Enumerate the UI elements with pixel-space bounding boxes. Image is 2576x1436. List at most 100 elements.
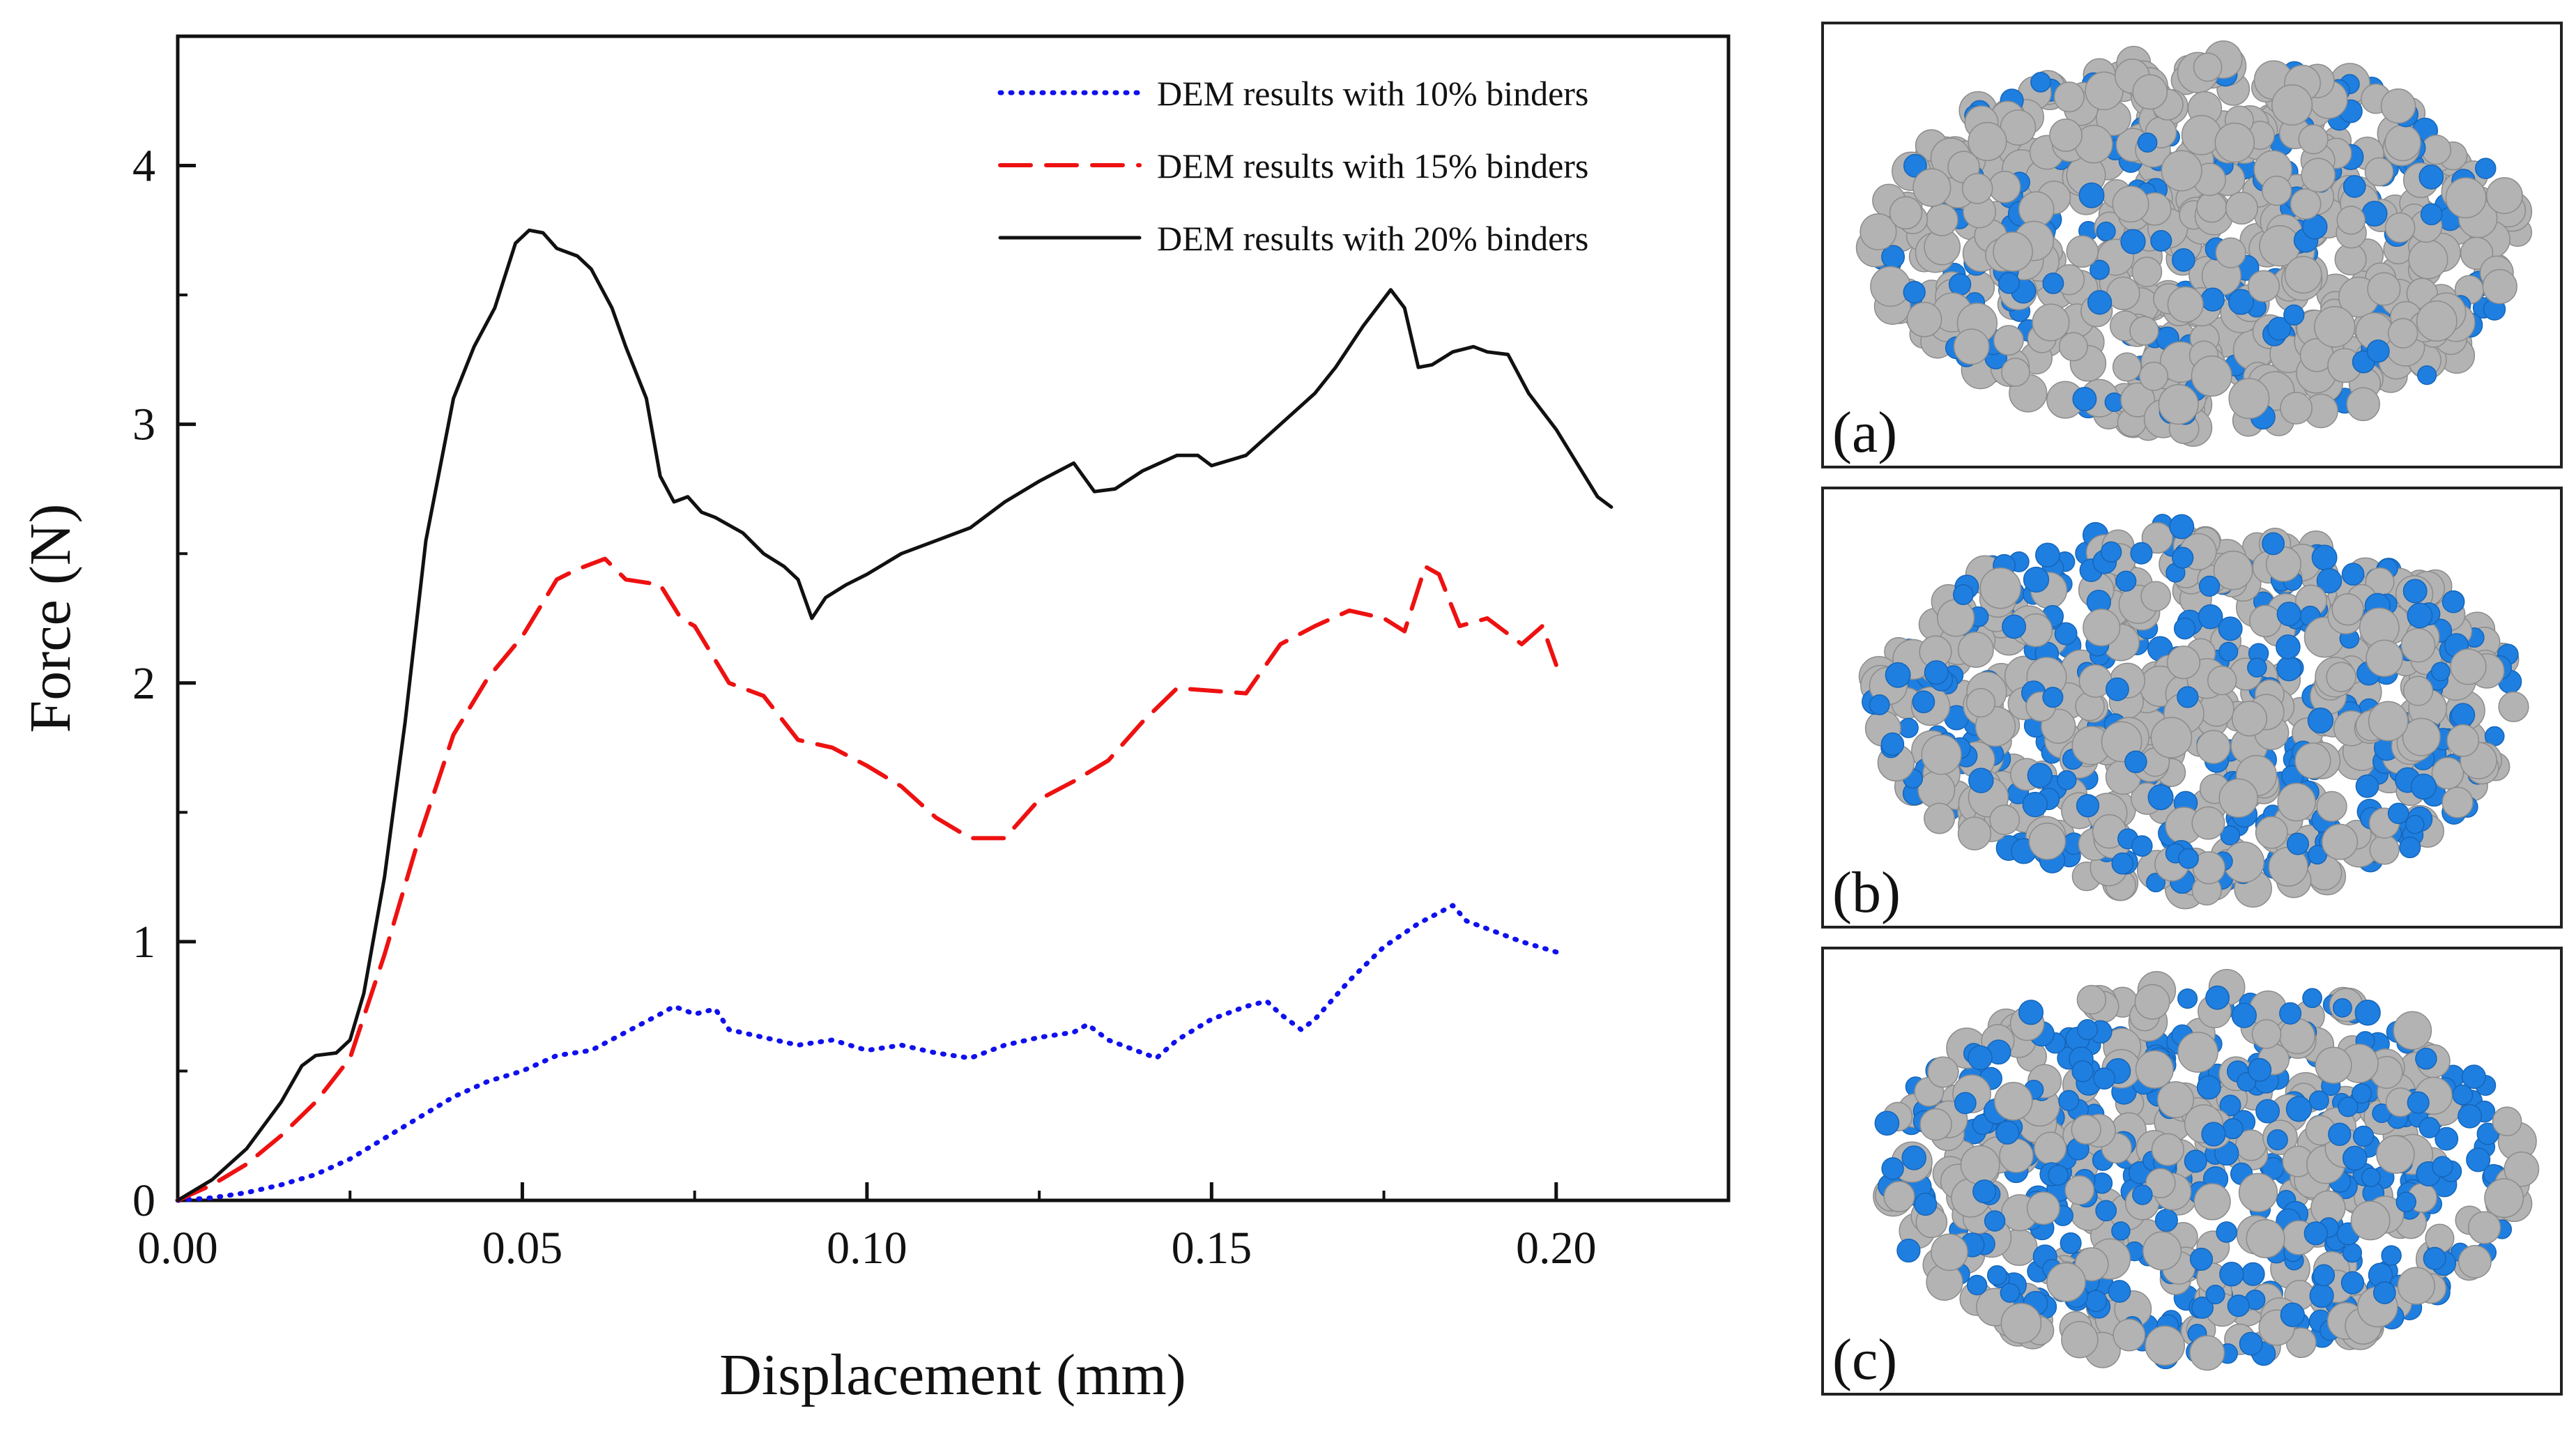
solid-particle — [1937, 599, 1975, 637]
solid-particle — [2064, 1175, 2095, 1205]
x-axis-label: Displacement (mm) — [719, 1343, 1186, 1407]
binder-particle — [2241, 1262, 2265, 1286]
binder-particle — [1903, 153, 1927, 178]
solid-particle — [2384, 124, 2421, 162]
axis-tick-labels: 0.00 0.05 0.10 0.15 0.20 0 1 2 3 4 — [132, 141, 1597, 1274]
panel-label: (c) — [1832, 1327, 1897, 1392]
binder-particle — [2189, 1247, 2214, 1271]
solid-particle — [2367, 272, 2401, 306]
binder-particle — [2220, 825, 2241, 846]
series-line — [176, 556, 1558, 1202]
solid-particle — [2504, 1151, 2540, 1187]
binder-particle — [2415, 1047, 2437, 1070]
solid-particle — [2112, 185, 2149, 223]
binder-particle — [2076, 794, 2100, 818]
binder-particle — [2352, 1125, 2375, 1147]
solid-particle — [2140, 581, 2172, 612]
solid-particle — [2046, 1262, 2086, 1302]
binder-particle — [1954, 1092, 1977, 1115]
binder-particle — [2030, 72, 2051, 93]
binder-particle — [2451, 703, 2476, 728]
solid-particle — [2336, 206, 2366, 235]
binder-particle — [2361, 200, 2388, 227]
solid-particle — [2071, 1114, 2101, 1145]
solid-particle — [2215, 237, 2246, 268]
binder-particle — [1952, 584, 1974, 605]
binder-particle — [2105, 677, 2129, 701]
binder-particle — [2407, 602, 2433, 629]
binder-particle — [2418, 165, 2444, 190]
panel-c: (c) — [1821, 947, 2563, 1396]
solid-particle — [2218, 778, 2258, 818]
solid-particle — [2193, 52, 2223, 82]
binder-particle — [2311, 544, 2338, 571]
binder-particle — [2351, 1083, 2372, 1104]
binder-particle — [2261, 1157, 2285, 1180]
binder-particle — [2078, 182, 2105, 208]
binder-particle — [1874, 1110, 1900, 1136]
binder-particle — [2201, 1122, 2226, 1147]
solid-particle — [2106, 276, 2140, 311]
solid-particle — [2026, 1191, 2060, 1225]
binder-particle — [2071, 1060, 2094, 1083]
binder-particle — [2280, 1302, 2305, 1327]
series-line — [175, 903, 1559, 1203]
binder-particle — [2303, 1221, 2328, 1246]
solid-particle — [2369, 834, 2400, 865]
solid-particle — [2228, 378, 2270, 420]
binder-particle — [2177, 686, 2199, 708]
solid-particle — [1927, 1056, 1959, 1088]
binder-particle — [1881, 245, 1906, 269]
solid-particle — [2076, 984, 2107, 1015]
solid-particle — [2384, 212, 2416, 243]
binder-particle — [2184, 1149, 2207, 1173]
binder-particle — [2060, 1232, 2082, 1254]
binder-particle — [1966, 1274, 1988, 1296]
solid-particle — [1931, 1233, 1968, 1271]
solid-particle — [2421, 135, 2452, 165]
solid-particle — [2387, 318, 2418, 349]
binder-particle — [2308, 1090, 2329, 1111]
solid-particle — [2132, 74, 2168, 110]
binder-particle — [2042, 272, 2064, 294]
solid-particle — [2214, 122, 2255, 163]
particle-cluster — [1873, 968, 2540, 1371]
solid-particle — [1889, 196, 1923, 230]
binder-particle — [2198, 604, 2223, 629]
binder-particle — [2255, 1099, 2280, 1124]
binder-particle — [2219, 1094, 2241, 1117]
solid-particle — [2000, 1302, 2042, 1344]
solid-particle — [2145, 1168, 2176, 1198]
binder-particle — [2205, 1285, 2225, 1305]
solid-particle — [2246, 1219, 2285, 1258]
binder-particle — [2466, 1147, 2491, 1173]
binder-particle — [2154, 1208, 2178, 1232]
binder-particle — [2262, 532, 2285, 556]
solid-particle — [2112, 352, 2142, 382]
solid-particle — [2139, 361, 2169, 391]
binder-particle — [2096, 221, 2116, 241]
y-tick-label: 1 — [132, 917, 155, 968]
solid-particle — [1965, 687, 1996, 718]
binder-particle — [2307, 707, 2334, 734]
legend-label: DEM results with 10% binders — [1157, 74, 1588, 113]
binder-particle — [2407, 1091, 2430, 1114]
binder-particle — [2023, 566, 2050, 593]
series-line — [176, 228, 1613, 1202]
binder-particle — [2328, 1122, 2352, 1146]
y-tick-label: 2 — [132, 658, 155, 709]
binder-particle — [2150, 229, 2172, 252]
solid-particle — [2191, 356, 2232, 397]
binder-particle — [2228, 289, 2254, 315]
binder-particle — [2108, 1280, 2131, 1303]
solid-particle — [2213, 550, 2253, 590]
y-tick-label: 3 — [132, 399, 155, 450]
binder-particle — [2120, 229, 2146, 254]
solid-particle — [2402, 675, 2434, 706]
solid-particle — [2255, 816, 2288, 849]
solid-particle — [2376, 1135, 2415, 1174]
binder-particle — [1984, 1210, 2006, 1232]
binder-particle — [2072, 387, 2097, 411]
binder-particle — [2093, 1067, 2116, 1090]
binder-particle — [2054, 622, 2078, 646]
